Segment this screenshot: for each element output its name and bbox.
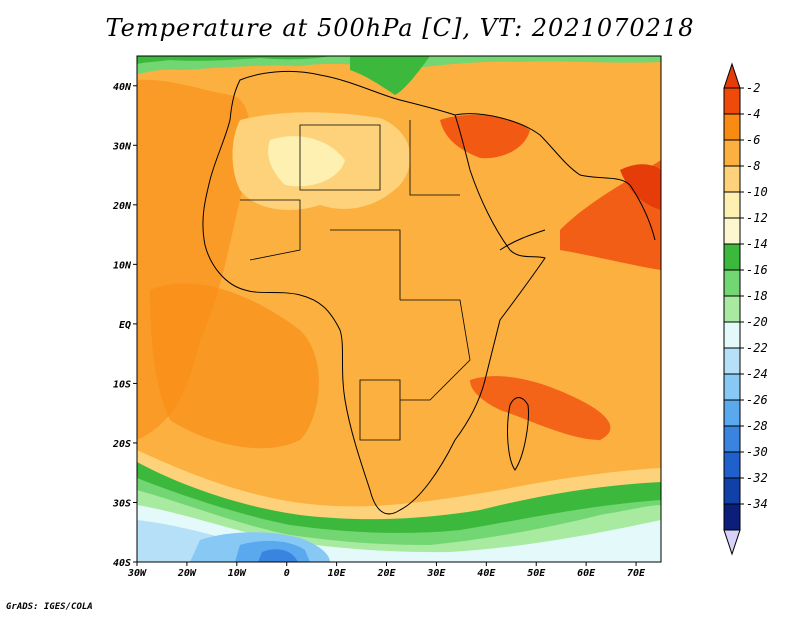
colorbar-label: -8 <box>746 159 760 173</box>
colorbar-segment <box>723 139 741 167</box>
lon-tick-label: 20E <box>376 568 396 579</box>
colorbar-label: -30 <box>746 445 768 459</box>
colorbar: -2 -4 -6 -8 -10 -12 -14 -16 -18 -20 -22 -24 -26 -28 -3… <box>723 62 768 556</box>
lat-tick-label: 20S <box>112 439 131 450</box>
lon-tick-label: 0 <box>284 568 290 579</box>
colorbar-label: -12 <box>746 211 768 225</box>
colorbar-segment <box>723 191 741 219</box>
lat-tick-label: 30S <box>112 498 131 509</box>
colorbar-label: -22 <box>746 341 768 355</box>
colorbar-segment <box>723 321 741 349</box>
colorbar-label: -14 <box>746 237 768 251</box>
latitude-axis: 40N 30N 20N 10N EQ 10S 20S 30S 40S <box>112 82 137 569</box>
lat-tick-label: 10N <box>113 260 132 271</box>
colorbar-label: -4 <box>746 107 760 121</box>
chart-title: Temperature at 500hPa [C], VT: 202107021… <box>105 14 695 42</box>
lon-tick-label: 20W <box>177 568 197 579</box>
colorbar-label: -16 <box>746 263 768 277</box>
lat-tick-label: 10S <box>113 379 131 390</box>
lon-tick-label: 70E <box>627 568 646 579</box>
colorbar-segment <box>723 425 741 453</box>
lat-tick-label: 20N <box>112 201 132 212</box>
lat-tick-label: 30N <box>112 141 132 152</box>
lon-tick-label: 10E <box>328 568 347 579</box>
colorbar-label: -10 <box>746 185 768 199</box>
colorbar-bottom-arrow <box>723 529 741 556</box>
credit-text: GrADS: IGES/COLA <box>6 602 93 612</box>
lon-tick-label: 60E <box>577 568 596 579</box>
colorbar-label: -24 <box>746 367 768 381</box>
colorbar-segment <box>723 451 741 479</box>
lat-tick-label: EQ <box>119 320 131 331</box>
colorbar-label: -26 <box>746 393 768 407</box>
colorbar-segment <box>723 113 741 141</box>
lon-tick-label: 30W <box>127 568 147 579</box>
colorbar-label: -2 <box>746 81 760 95</box>
colorbar-label: -18 <box>746 289 768 303</box>
lon-tick-label: 30E <box>426 568 446 579</box>
colorbar-segment <box>723 399 741 427</box>
colorbar-segment <box>723 243 741 271</box>
colorbar-segment <box>723 477 741 505</box>
colorbar-segment <box>723 217 741 245</box>
temperature-field <box>137 56 661 562</box>
colorbar-segment <box>723 165 741 193</box>
colorbar-segment <box>723 269 741 297</box>
colorbar-segment <box>723 373 741 401</box>
colorbar-label: -34 <box>746 497 768 511</box>
colorbar-label: -20 <box>746 315 768 329</box>
longitude-axis: 30W 20W 10W 0 10E 20E 30E 40E 50E 60E 70E <box>127 562 646 579</box>
colorbar-segment <box>723 503 741 531</box>
lon-tick-label: 50E <box>527 568 546 579</box>
lon-tick-label: 10W <box>228 568 247 579</box>
colorbar-segment <box>723 295 741 323</box>
colorbar-label: -6 <box>746 133 760 147</box>
colorbar-label: -32 <box>746 471 768 485</box>
lat-tick-label: 40N <box>113 82 132 93</box>
colorbar-segment <box>723 347 741 375</box>
lon-tick-label: 40E <box>477 568 496 579</box>
colorbar-top-arrow <box>723 62 741 89</box>
lat-tick-label: 40S <box>113 558 131 569</box>
colorbar-label: -28 <box>746 419 768 433</box>
colorbar-segment <box>723 87 741 115</box>
